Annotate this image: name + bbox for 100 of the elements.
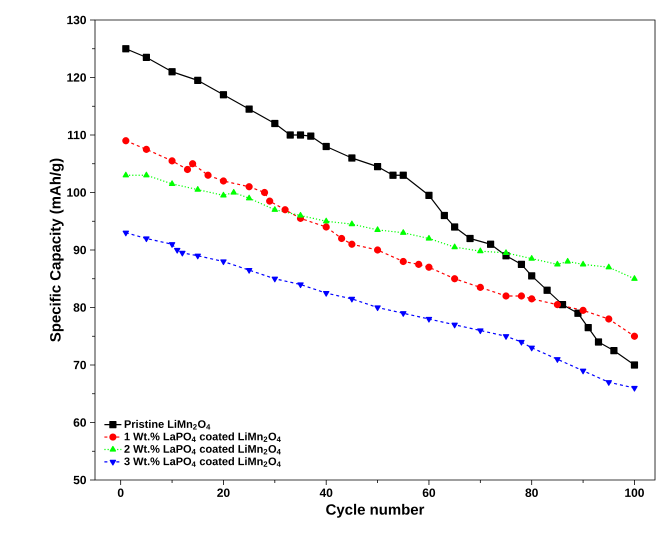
y-tick-label: 50: [74, 476, 86, 484]
point: [246, 268, 252, 274]
point: [348, 220, 356, 226]
point: [400, 311, 406, 317]
point: [451, 322, 458, 328]
point: [122, 230, 130, 236]
point: [189, 160, 196, 168]
legend-label: Pristine LiMn$_{2}$O$_{4}$: [124, 420, 210, 430]
point: [518, 292, 526, 300]
point: [466, 234, 474, 242]
point: [322, 142, 330, 150]
point: [564, 258, 571, 264]
point: [374, 163, 382, 170]
point: [400, 258, 407, 266]
point: [348, 240, 356, 248]
point: [594, 338, 602, 346]
point: [580, 368, 586, 374]
point: [554, 260, 561, 266]
point: [528, 255, 535, 261]
point: [631, 386, 638, 392]
point: [348, 154, 356, 162]
y-tick-label: 120: [67, 73, 86, 82]
point: [502, 249, 510, 255]
point: [451, 275, 458, 282]
point: [297, 282, 304, 288]
point: [374, 246, 382, 254]
point: [425, 192, 433, 199]
point: [574, 310, 582, 317]
point: [476, 284, 484, 291]
x-tick-label: 40: [320, 488, 332, 497]
point: [451, 244, 458, 250]
y-tick-label: 80: [74, 303, 86, 312]
point: [168, 157, 176, 164]
point: [246, 106, 253, 113]
point: [266, 198, 274, 205]
legend-label: 2 Wt.% LaPO$_{4}$ coated LiMn$_{2}$O$_{4}$: [124, 444, 281, 454]
point: [631, 275, 638, 281]
point: [544, 286, 551, 294]
point: [554, 357, 561, 363]
point: [477, 248, 484, 254]
x-axis-title: Cycle number: [326, 504, 424, 518]
point: [374, 226, 381, 232]
point: [168, 180, 176, 186]
point: [220, 91, 228, 98]
point: [502, 292, 510, 300]
point: [606, 264, 612, 270]
y-tick-label: 100: [67, 188, 86, 197]
point: [348, 296, 356, 302]
point: [610, 347, 618, 354]
point: [296, 131, 304, 139]
point: [143, 236, 150, 242]
point: [451, 223, 458, 231]
point: [415, 260, 422, 268]
point: [194, 186, 201, 192]
y-tick-label: 110: [68, 130, 86, 140]
point: [425, 264, 433, 271]
legend-label: 3 Wt.% LaPO$_{4}$ coated LiMn$_{2}$O$_{4}$: [124, 457, 281, 467]
point: [260, 188, 268, 196]
x-tick-label: 60: [422, 488, 436, 497]
point: [606, 380, 612, 386]
point: [271, 120, 278, 128]
point: [400, 172, 407, 179]
point: [272, 276, 278, 282]
point: [122, 45, 130, 52]
point: [174, 248, 180, 254]
point: [220, 177, 228, 185]
point: [389, 172, 397, 179]
point: [220, 192, 227, 198]
point: [184, 166, 192, 174]
point: [528, 295, 536, 302]
point: [142, 146, 150, 153]
point: [426, 316, 432, 323]
point: [579, 306, 587, 314]
point: [426, 234, 432, 241]
point: [630, 332, 638, 340]
point: [122, 137, 130, 144]
point: [246, 194, 252, 200]
point: [230, 188, 237, 195]
point: [122, 172, 130, 178]
y-axis-title: Specific Capacity (mAh/g): [50, 158, 64, 342]
point: [518, 340, 525, 346]
point: [220, 259, 227, 266]
y-tick-label: 60: [74, 418, 86, 427]
point: [281, 206, 289, 214]
point: [194, 76, 202, 84]
point: [168, 68, 176, 76]
y-tick-label: 90: [74, 246, 86, 254]
point: [143, 172, 150, 178]
y-tick-label: 70: [74, 360, 86, 370]
point: [168, 242, 176, 248]
point: [477, 328, 484, 334]
point: [518, 260, 526, 268]
point: [440, 212, 448, 220]
point: [338, 234, 346, 242]
point: [554, 301, 561, 308]
point: [142, 54, 150, 61]
point: [322, 223, 330, 231]
point: [584, 324, 592, 332]
point: [528, 272, 536, 280]
point: [374, 305, 381, 312]
